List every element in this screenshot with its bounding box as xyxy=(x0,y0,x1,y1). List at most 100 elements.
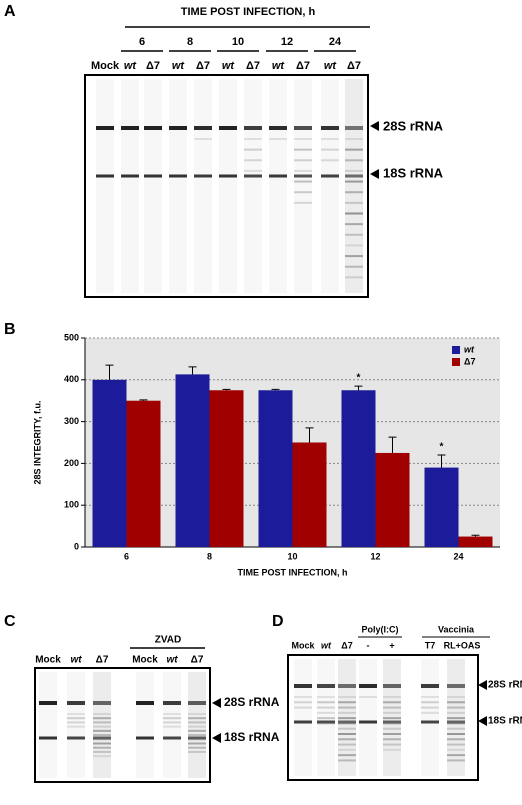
lane-label: Mock xyxy=(91,60,120,72)
band xyxy=(345,191,363,194)
legend-swatch xyxy=(452,346,460,354)
band xyxy=(359,696,377,698)
legend-swatch xyxy=(452,358,460,366)
band xyxy=(447,711,465,714)
error-bar xyxy=(222,388,231,391)
band xyxy=(169,126,187,130)
band xyxy=(317,684,335,688)
lane xyxy=(383,659,401,776)
lane xyxy=(39,672,57,778)
lane xyxy=(244,79,262,293)
band xyxy=(294,684,312,688)
band xyxy=(359,684,377,688)
band xyxy=(188,736,206,740)
lane xyxy=(96,79,114,293)
band xyxy=(294,720,312,724)
lane xyxy=(421,659,439,776)
band xyxy=(338,722,356,725)
band xyxy=(338,748,356,751)
band xyxy=(321,174,339,178)
time-label: 12 xyxy=(281,36,293,48)
band xyxy=(219,174,237,178)
error-bar xyxy=(139,399,148,401)
band xyxy=(96,126,114,130)
band-label: 18S rRNA xyxy=(383,165,444,180)
band xyxy=(294,201,312,204)
band xyxy=(244,169,262,172)
time-label: 10 xyxy=(232,36,244,48)
band-label: 28S rRNA xyxy=(488,680,522,691)
band xyxy=(383,696,401,698)
band xyxy=(144,174,162,178)
band xyxy=(421,701,439,704)
band xyxy=(188,717,206,720)
band xyxy=(93,736,111,740)
band xyxy=(383,717,401,720)
bar xyxy=(258,390,293,547)
band xyxy=(447,717,465,720)
band-label: 18S rRNA xyxy=(224,730,280,744)
band xyxy=(447,748,465,751)
band xyxy=(421,706,439,709)
error-bar xyxy=(305,427,314,443)
lane-label: wt xyxy=(166,655,178,666)
band xyxy=(269,126,287,130)
band xyxy=(294,180,312,183)
band xyxy=(269,138,287,140)
band xyxy=(447,701,465,704)
bar xyxy=(175,374,210,547)
band xyxy=(338,717,356,720)
band xyxy=(317,722,335,725)
arrow xyxy=(370,121,379,131)
band xyxy=(244,159,262,162)
band xyxy=(345,174,363,178)
band xyxy=(317,720,335,724)
band xyxy=(383,711,401,714)
band xyxy=(383,738,401,741)
band xyxy=(188,725,206,728)
lane xyxy=(136,672,154,778)
band xyxy=(121,126,139,130)
band xyxy=(244,126,262,130)
band xyxy=(447,696,465,698)
y-tick-label: 500 xyxy=(64,332,79,342)
band xyxy=(269,174,287,178)
bar xyxy=(92,379,127,547)
lane-label: Mock xyxy=(35,655,61,666)
header: TIME POST INFECTION, h xyxy=(181,6,316,18)
lane-label: wt xyxy=(124,60,138,72)
band xyxy=(93,755,111,758)
lane xyxy=(67,672,85,778)
band xyxy=(93,729,111,732)
x-tick-label: 10 xyxy=(287,551,297,561)
band xyxy=(345,244,363,247)
band-label: 28S rRNA xyxy=(383,118,444,133)
band xyxy=(188,746,206,749)
band xyxy=(188,701,206,705)
band xyxy=(93,742,111,745)
lane xyxy=(188,672,206,778)
lane-label: wt xyxy=(324,60,338,72)
band xyxy=(67,736,85,740)
band xyxy=(345,169,363,172)
group-label: Poly(I:C) xyxy=(362,624,399,634)
band xyxy=(447,727,465,730)
band xyxy=(67,713,85,715)
time-label: 24 xyxy=(329,36,342,48)
lane xyxy=(321,79,339,293)
band xyxy=(447,759,465,762)
band xyxy=(383,748,401,751)
band xyxy=(421,720,439,724)
band xyxy=(338,684,356,688)
error-bar xyxy=(188,366,197,375)
band xyxy=(447,743,465,746)
lane-label: Δ7 xyxy=(96,655,109,666)
band xyxy=(67,717,85,720)
band xyxy=(338,738,356,741)
band xyxy=(93,734,111,737)
lane xyxy=(169,79,187,293)
error-bar xyxy=(471,534,480,537)
band xyxy=(96,174,114,178)
band xyxy=(447,722,465,725)
x-tick-label: 12 xyxy=(370,551,380,561)
